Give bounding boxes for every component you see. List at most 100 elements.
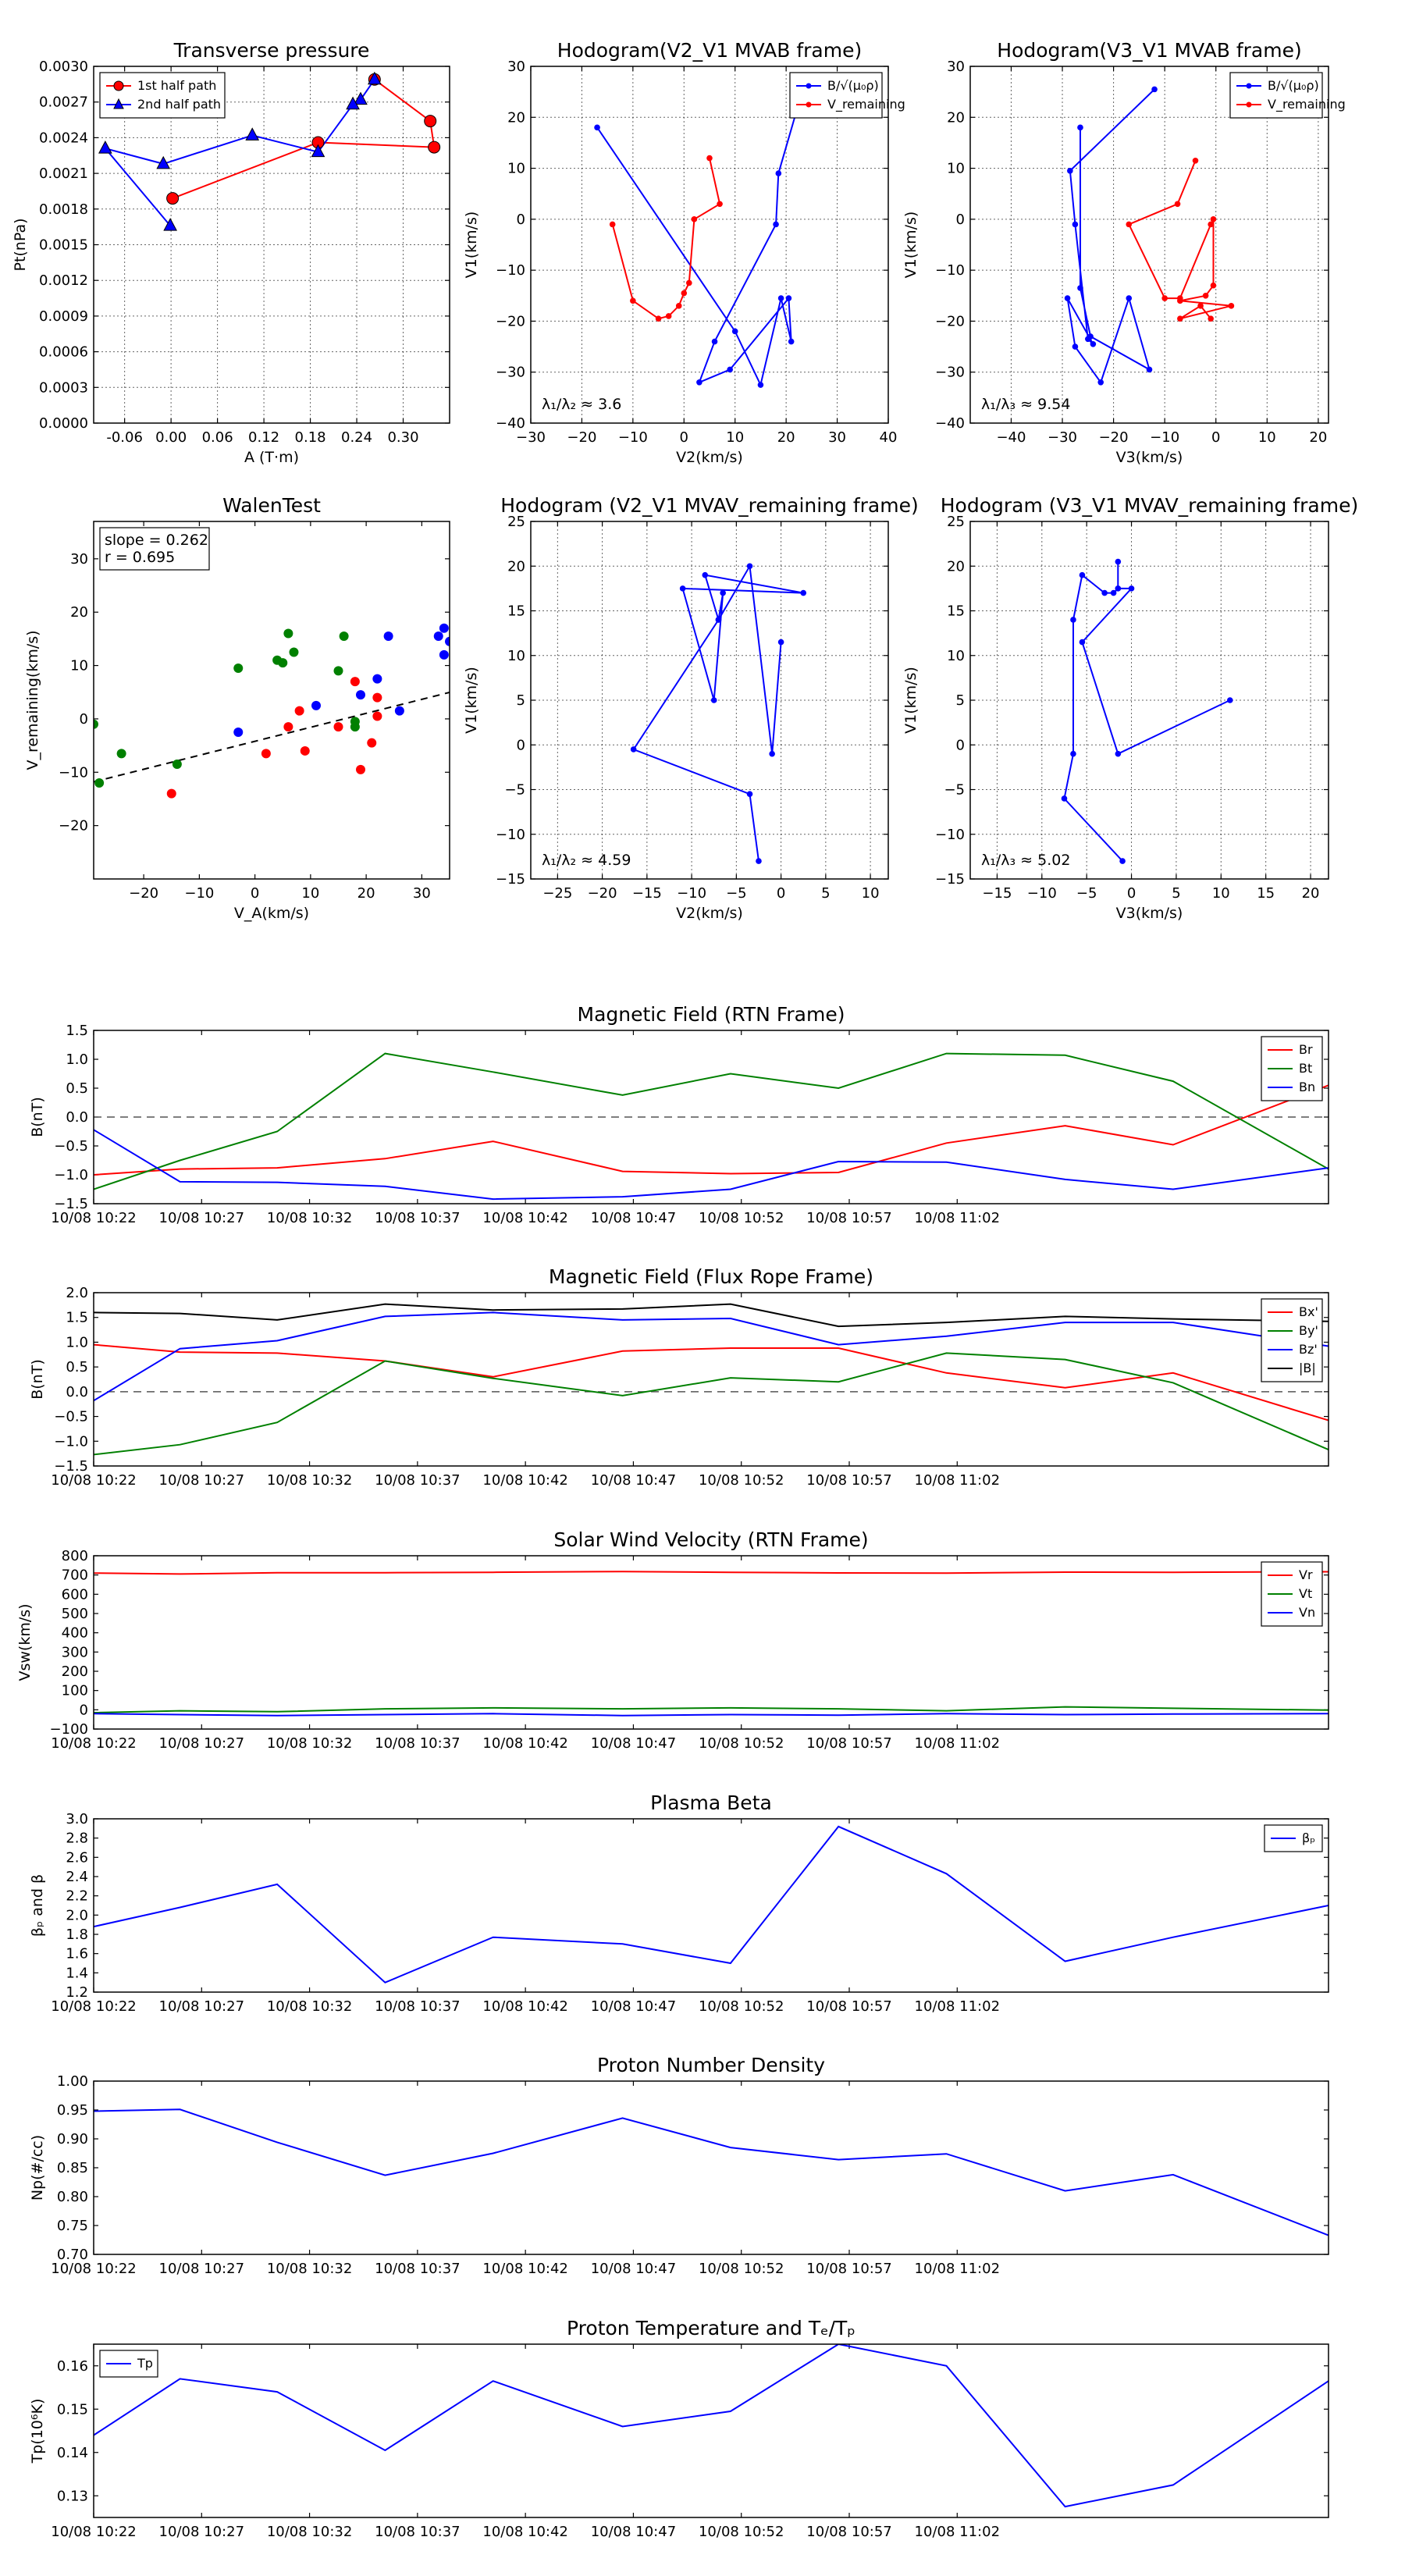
pt-ytick-label-5: 0.0015 bbox=[39, 237, 88, 254]
hodo_v2_mvab-chart: Hodogram(V2_V1 MVAB frame) −30 −20 −10 0 10 20… bbox=[463, 39, 905, 466]
hodo_v3_mvab-ytick-label-3: −10 bbox=[935, 262, 965, 279]
hodo_v3_mvab-xtick-label-3: −10 bbox=[1150, 429, 1179, 446]
np-xtick-label-6: 10/08 10:52 bbox=[699, 2261, 784, 2277]
hodo_v2_mvab-series-0-point-2 bbox=[757, 382, 764, 388]
hodo_v3_mvav-xtick-label-0: −15 bbox=[982, 885, 1012, 902]
hodo_v2_mvab-series-1-point-2 bbox=[655, 315, 662, 322]
walen-title: WalenTest bbox=[222, 494, 321, 517]
walen-ytick-label-3: 10 bbox=[70, 658, 88, 674]
beta-xtick-label-7: 10/08 10:57 bbox=[806, 1998, 891, 2015]
hodo_v3_mvav-xlabel: V3(km/s) bbox=[1116, 905, 1183, 922]
pt-title: Transverse pressure bbox=[173, 39, 370, 62]
beta-ytick-label-3: 1.8 bbox=[66, 1927, 88, 1943]
walen-frame bbox=[93, 521, 450, 880]
hodo_v3_mvab-series-0-point-5 bbox=[1064, 295, 1071, 301]
hodo_v3_mvav-xtick-label-7: 20 bbox=[1302, 885, 1320, 902]
bfield_fr-frame bbox=[93, 1292, 1329, 1467]
bfield_fr-ytick-label-2: −0.5 bbox=[54, 1409, 88, 1425]
hodo_v3_mvav-ytick-label-8: 25 bbox=[947, 514, 965, 530]
hodo_v2_mvav-series-0-point-2 bbox=[630, 746, 637, 753]
beta-ytick-label-6: 2.4 bbox=[66, 1869, 88, 1885]
bfield_fr-ytick-label-6: 1.5 bbox=[66, 1310, 88, 1326]
hodo_v3_mvab-ytick-label-7: 30 bbox=[947, 59, 965, 75]
hodo_v2_mvav-xlabel: V2(km/s) bbox=[676, 905, 743, 922]
hodo_v2_mvav-xtick-label-0: −25 bbox=[542, 885, 572, 902]
hodo_v3_mvab-series-0-point-7 bbox=[1097, 379, 1104, 386]
hodo_v3_mvav-annotation: λ₁/λ₃ ≈ 5.02 bbox=[981, 852, 1070, 869]
beta-xtick-label-1: 10/08 10:27 bbox=[159, 1998, 244, 2015]
hodo_v2_mvab-series-1-point-8 bbox=[717, 201, 723, 208]
hodo_v2_mvab-ytick-label-4: 0 bbox=[517, 212, 525, 228]
beta-ytick-label-8: 2.8 bbox=[66, 1831, 88, 1847]
bfield_rtn-xtick-label-6: 10/08 10:52 bbox=[699, 1210, 784, 1226]
beta-legend-label-0: βₚ bbox=[1302, 1831, 1315, 1845]
hodo_v3_mvab-annotation: λ₁/λ₃ ≈ 9.54 bbox=[981, 396, 1070, 413]
np-ytick-label-1: 0.75 bbox=[57, 2218, 88, 2234]
walen-plot-area bbox=[94, 623, 450, 799]
hodo_v2_mvav-xtick-label-2: −15 bbox=[632, 885, 662, 902]
beta-ylabel: βₚ and β bbox=[29, 1874, 46, 1937]
hodo_v2_mvab-ytick-label-0: −40 bbox=[496, 415, 525, 432]
np-xtick-label-2: 10/08 10:32 bbox=[267, 2261, 352, 2277]
hodo_v2_mvab-legend-marker-0 bbox=[806, 83, 812, 89]
hodo_v3_mvab-ytick-label-5: 10 bbox=[947, 161, 965, 177]
bfield_rtn-plot-area bbox=[94, 1052, 1329, 1201]
bfield_rtn-ytick-label-6: 1.5 bbox=[66, 1023, 88, 1039]
walen-ytick-label-2: 0 bbox=[80, 711, 88, 728]
bfield_fr-series-3-line bbox=[94, 1303, 1329, 1328]
hodo_v3_mvab-plot-area bbox=[1064, 86, 1235, 386]
beta-xtick-label-6: 10/08 10:52 bbox=[699, 1998, 784, 2015]
vsw-xtick-label-5: 10/08 10:47 bbox=[591, 1735, 676, 1752]
bfield_fr-legend-label-1: By' bbox=[1299, 1323, 1318, 1338]
hodo_v2_mvav-ytick-label-7: 20 bbox=[507, 558, 525, 575]
pt-ytick-label-1: 0.0003 bbox=[39, 379, 88, 396]
bfield_fr-xtick-label-3: 10/08 10:37 bbox=[375, 1472, 460, 1489]
bfield_rtn-series-2-line bbox=[94, 1129, 1329, 1201]
bfield_fr-xtick-label-0: 10/08 10:22 bbox=[51, 1472, 136, 1489]
bfield_fr-series-1-line bbox=[94, 1352, 1329, 1456]
hodo_v2_mvav-xtick-label-4: −5 bbox=[726, 885, 747, 902]
bfield_fr-title: Magnetic Field (Flux Rope Frame) bbox=[549, 1265, 873, 1288]
bfield_rtn-xtick-label-5: 10/08 10:47 bbox=[591, 1210, 676, 1226]
hodo_v2_mvab-xtick-label-0: −30 bbox=[516, 429, 546, 446]
tp-plot-area bbox=[94, 2344, 1329, 2508]
hodo_v2_mvav-series-0-point-7 bbox=[800, 589, 807, 596]
walen-ytick-label-0: −20 bbox=[59, 818, 88, 834]
walen-point-2-3 bbox=[372, 674, 382, 684]
hodo_v3_mvav-series-0-point-3 bbox=[1070, 617, 1076, 623]
hodo_v2_mvab-xtick-label-6: 30 bbox=[828, 429, 846, 446]
np-frame bbox=[93, 2080, 1329, 2255]
vsw-ytick-label-7: 600 bbox=[62, 1586, 88, 1603]
vsw-ytick-label-2: 100 bbox=[62, 1683, 88, 1699]
hodo_v2_mvab-plot-area bbox=[594, 73, 810, 388]
hodo_v2_mvab-series-1-point-7 bbox=[691, 216, 698, 222]
hodo_v3_mvav-series-0-point-11 bbox=[1079, 639, 1086, 646]
walen-point-2-2 bbox=[356, 690, 365, 700]
vsw-ytick-label-0: −100 bbox=[50, 1721, 88, 1738]
bfield_rtn-xtick-label-4: 10/08 10:42 bbox=[482, 1210, 567, 1226]
np-xtick-label-7: 10/08 10:57 bbox=[806, 2261, 891, 2277]
tp-xtick-label-0: 10/08 10:22 bbox=[51, 2524, 136, 2540]
hodo_v3_mvab-xtick-label-5: 10 bbox=[1258, 429, 1276, 446]
bfield_fr-ylabel: B(nT) bbox=[29, 1359, 46, 1400]
bfield_fr-ytick-label-7: 2.0 bbox=[66, 1285, 88, 1301]
hodo_v3_mvab-series-1-point-2 bbox=[1177, 315, 1183, 322]
hodo_v3_mvav-series-0-point-4 bbox=[1079, 571, 1086, 578]
pt-legend-label-0: 1st half path bbox=[137, 78, 216, 93]
hodo_v3_mvab-series-1-point-3 bbox=[1228, 303, 1235, 309]
hodo_v2_mvav-ytick-label-0: −15 bbox=[496, 871, 525, 888]
bfield_fr-ytick-label-3: 0.0 bbox=[66, 1384, 88, 1400]
hodo_v2_mvav-series-0-point-9 bbox=[715, 617, 722, 623]
vsw-plot-area bbox=[94, 1571, 1329, 1717]
tp-legend-label-0: Tp bbox=[137, 2356, 153, 2371]
hodo_v2_mvab-xtick-label-1: −20 bbox=[567, 429, 596, 446]
hodo_v3_mvav-xtick-label-4: 5 bbox=[1172, 885, 1180, 902]
hodo_v2_mvab-xtick-label-4: 10 bbox=[726, 429, 744, 446]
hodo_v2_mvab-ytick-label-6: 20 bbox=[507, 109, 525, 126]
pt-ytick-label-0: 0.0000 bbox=[39, 415, 88, 432]
pt-series-1-point-2 bbox=[346, 96, 360, 110]
hodo_v2_mvab-legend bbox=[789, 72, 883, 119]
bfield_rtn-xtick-label-8: 10/08 11:02 bbox=[915, 1210, 1000, 1226]
tp-chart: Proton Temperature and Tₑ/Tₚ 10/08 10:22 1… bbox=[29, 2317, 1329, 2540]
bfield_rtn-xtick-label-0: 10/08 10:22 bbox=[51, 1210, 136, 1226]
